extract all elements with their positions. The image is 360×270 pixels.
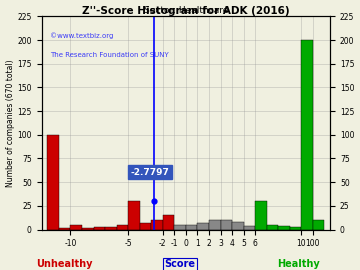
Bar [82,228,94,230]
Bar [105,227,117,229]
Text: Unhealthy: Unhealthy [37,259,93,269]
Bar [59,228,71,230]
Bar [94,227,105,229]
Bar [128,201,140,230]
Bar [163,215,174,229]
Bar [221,220,232,230]
Bar [71,225,82,230]
Y-axis label: Number of companies (670 total): Number of companies (670 total) [5,59,14,187]
Text: Score: Score [165,259,195,269]
Text: Healthy: Healthy [278,259,320,269]
Bar [186,225,197,230]
Bar [47,135,59,230]
Bar [209,220,221,230]
Bar [197,223,209,230]
Bar [117,225,128,230]
Bar [278,226,290,230]
Bar [313,220,324,230]
Bar [151,220,163,230]
Bar [140,223,151,230]
Bar [244,226,255,230]
Bar [301,40,313,230]
Bar [174,225,186,230]
Bar [290,227,301,229]
Text: Sector: Healthcare: Sector: Healthcare [144,6,228,15]
Title: Z''-Score Histogram for ADK (2016): Z''-Score Histogram for ADK (2016) [82,6,290,16]
Bar [255,201,267,230]
Text: ©www.textbiz.org: ©www.textbiz.org [50,32,114,39]
Bar [232,222,244,230]
Text: The Research Foundation of SUNY: The Research Foundation of SUNY [50,52,169,58]
Text: -2.7797: -2.7797 [130,168,169,177]
Bar [267,225,278,230]
